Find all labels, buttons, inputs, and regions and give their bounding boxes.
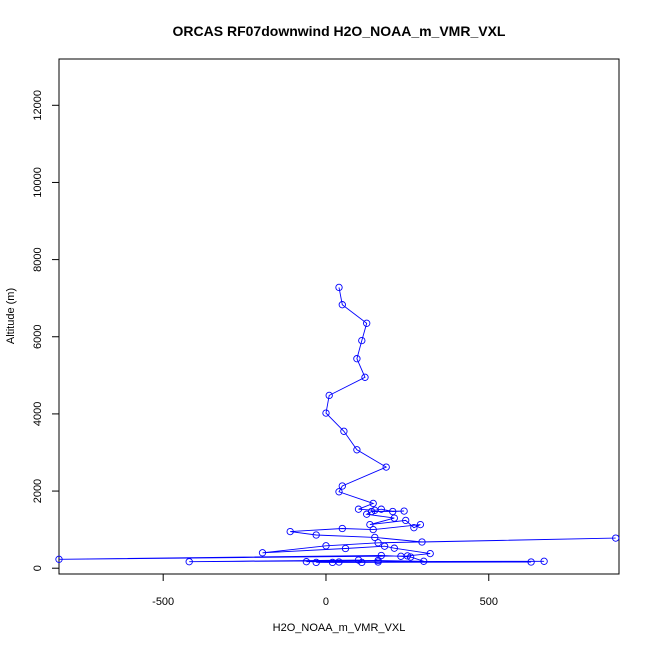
data-point — [410, 524, 418, 532]
data-point — [354, 505, 363, 513]
chart-title: ORCAS RF07downwind H2O_NOAA_m_VMR_VXL — [173, 23, 506, 39]
data-point — [400, 507, 408, 515]
data-point — [335, 558, 343, 566]
data-point — [358, 336, 366, 345]
data-point — [369, 525, 377, 534]
data-point — [358, 558, 366, 567]
data-point — [312, 558, 320, 567]
y-tick-label: 8000 — [32, 247, 44, 271]
data-point — [335, 283, 343, 292]
x-axis-label: H2O_NOAA_m_VMR_VXL — [273, 622, 406, 634]
data-point — [322, 409, 330, 417]
data-point — [335, 488, 343, 496]
data-point — [338, 301, 346, 309]
data-point — [390, 544, 398, 552]
y-axis: 0 2000 4000 6000 8000 10000 12000 — [32, 90, 59, 571]
data-point — [55, 555, 63, 563]
data-point — [380, 542, 389, 550]
data-point — [406, 553, 415, 561]
y-tick-label: 4000 — [32, 402, 44, 426]
series-line — [58, 287, 616, 563]
y-tick-label: 0 — [32, 565, 44, 571]
x-tick-label: 500 — [480, 596, 498, 608]
y-tick-label: 10000 — [32, 167, 44, 198]
data-point — [390, 514, 398, 522]
data-point — [418, 538, 426, 546]
data-point — [382, 463, 390, 471]
data-point — [366, 520, 374, 529]
x-axis: -500 0 500 — [152, 574, 498, 608]
plot-frame — [58, 58, 620, 575]
data-point — [426, 549, 434, 558]
data-point — [371, 533, 379, 542]
data-point — [302, 558, 311, 566]
data-point — [612, 534, 620, 542]
data-point — [416, 520, 425, 529]
x-tick-label: 0 — [323, 596, 329, 608]
y-tick-label: 2000 — [32, 479, 44, 503]
data-point — [361, 373, 369, 381]
data-point — [420, 557, 428, 565]
data-point — [353, 355, 361, 363]
data-point — [338, 482, 346, 490]
data-point — [286, 527, 294, 536]
data-point — [540, 557, 548, 565]
data-point — [338, 524, 346, 533]
data-point — [258, 549, 267, 557]
data-point — [527, 558, 535, 566]
data-point — [402, 516, 410, 525]
data-point — [363, 319, 371, 327]
data-point — [374, 558, 382, 566]
data-point — [353, 446, 361, 454]
data-point — [185, 558, 193, 566]
data-point — [312, 531, 320, 539]
data-point — [363, 510, 371, 518]
y-tick-label: 12000 — [32, 90, 44, 121]
data-point — [341, 544, 350, 553]
data-point — [374, 539, 382, 547]
data-point — [340, 427, 348, 435]
y-tick-label: 6000 — [32, 325, 44, 349]
series-group — [55, 283, 620, 567]
y-axis-label: Altitude (m) — [5, 288, 17, 344]
data-point — [377, 505, 385, 513]
data-point — [369, 499, 377, 508]
data-point — [377, 551, 385, 560]
data-point — [389, 507, 397, 516]
data-point — [397, 552, 405, 560]
data-point — [325, 391, 333, 400]
x-tick-label: -500 — [152, 596, 174, 608]
data-point — [322, 542, 330, 550]
